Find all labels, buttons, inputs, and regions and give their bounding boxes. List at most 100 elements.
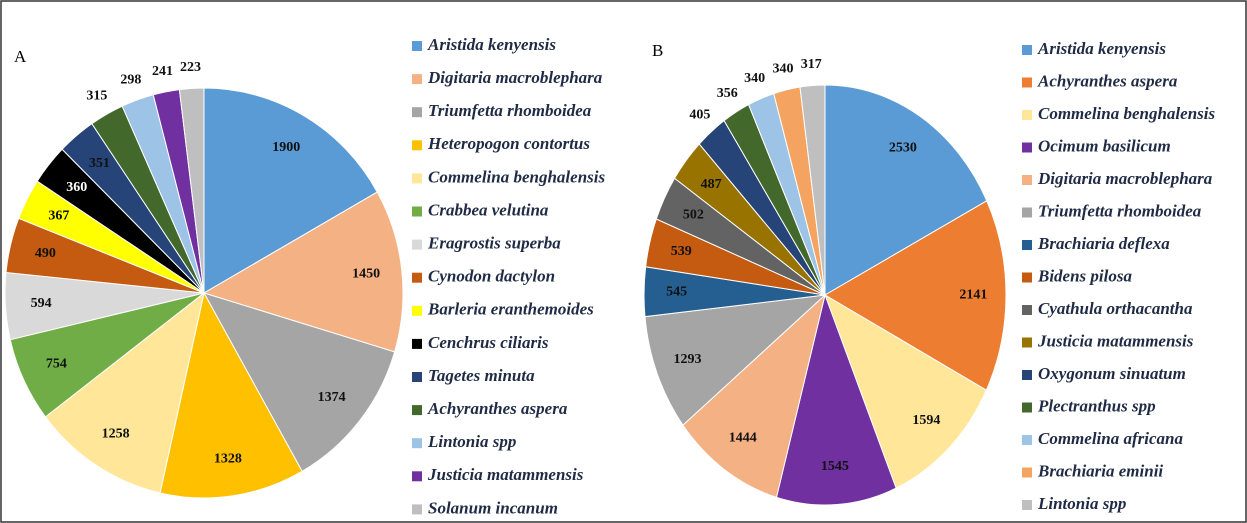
legend-swatch	[1022, 110, 1032, 120]
legend-swatch	[1022, 467, 1032, 478]
legend-swatch	[412, 74, 422, 85]
legend-label: Justicia matammensis	[1037, 331, 1194, 350]
legend-swatch	[412, 140, 422, 151]
slice-label: 2530	[889, 141, 917, 156]
slice-label: 594	[31, 296, 52, 311]
legend-swatch	[1022, 370, 1032, 380]
pie-slice	[159, 291, 303, 499]
pie-slice	[202, 292, 396, 473]
slice-label: 1293	[673, 352, 701, 367]
pie-slice	[644, 294, 827, 426]
legend-swatch	[1022, 500, 1032, 510]
pie-slice	[202, 191, 404, 353]
legend-label: Ocimum basilicum	[1038, 136, 1171, 155]
pie-slice	[824, 200, 1007, 391]
legend-label: Aristida kenyensis	[427, 35, 556, 54]
slice-label: 356	[717, 86, 738, 101]
pie-slice	[44, 291, 205, 494]
legend-swatch	[1022, 45, 1032, 55]
slice-label: 487	[701, 177, 722, 192]
slice-label: 502	[683, 208, 704, 223]
legend-label: Triumfetta rhomboidea	[1038, 201, 1202, 220]
slice-label: 539	[671, 244, 692, 259]
legend-swatch	[412, 438, 422, 449]
panel-label: B	[652, 41, 663, 60]
slice-label: 754	[46, 357, 67, 372]
pie-slice	[775, 293, 897, 506]
legend-label: Cynodon dactylon	[428, 267, 555, 286]
legend-swatch	[1022, 337, 1032, 348]
legend-label: Commelina benghalensis	[1038, 104, 1215, 123]
legend-swatch	[412, 206, 422, 217]
legend-label: Cyathula orthacantha	[1038, 299, 1193, 318]
legend-label: Solanum incanum	[428, 498, 558, 517]
legend-swatch	[412, 305, 422, 316]
legend-label: Achyranthes aspera	[1037, 71, 1178, 90]
slice-label: 223	[180, 60, 201, 75]
legend-swatch	[412, 504, 422, 515]
pie-slice	[799, 84, 826, 296]
legend-label: Oxygonum sinuatum	[1038, 364, 1186, 383]
legend-label: Achyranthes aspera	[427, 399, 568, 418]
slice-label: 1444	[729, 431, 757, 446]
legend-label: Cenchrus ciliaris	[428, 333, 549, 352]
legend-swatch	[1022, 207, 1032, 218]
legend-swatch	[412, 41, 422, 51]
slice-label: 1450	[352, 266, 380, 281]
legend-label: Triumfetta rhomboidea	[428, 101, 592, 120]
legend-label: Brachiaria eminii	[1037, 461, 1163, 480]
legend-label: Lintonia spp	[1037, 494, 1126, 513]
slice-label: 1900	[272, 140, 300, 155]
legend-label: Tagetes minuta	[428, 366, 535, 385]
legend-swatch	[412, 471, 422, 482]
legend-label: Digitaria macroblephara	[427, 68, 603, 87]
legend-label: Digitaria macroblephara	[1037, 169, 1213, 188]
legend-label: Heteropogon contortus	[427, 134, 590, 153]
legend-swatch	[412, 338, 422, 349]
slice-label: 1258	[102, 427, 130, 442]
legend-label: Barleria eranthemoides	[427, 300, 594, 319]
slice-label: 367	[48, 208, 69, 223]
legend-label: Lintonia spp	[427, 432, 516, 451]
slice-label: 1328	[214, 452, 242, 467]
slice-label: 1374	[318, 390, 346, 405]
legend-swatch	[412, 173, 422, 184]
slice-label: 241	[152, 64, 173, 79]
slice-label: 1594	[912, 413, 940, 428]
pie-slice	[178, 87, 205, 294]
legend-swatch	[1022, 272, 1032, 283]
legend-label: Crabbea velutina	[428, 200, 549, 219]
pie-slice	[824, 293, 987, 489]
legend-label: Brachiaria deflexa	[1037, 234, 1170, 253]
legend-swatch	[1022, 175, 1032, 185]
legend-swatch	[412, 405, 422, 416]
legend-swatch	[1022, 402, 1032, 413]
slice-label: 317	[801, 57, 822, 72]
legend-swatch	[1022, 240, 1032, 250]
slice-label: 545	[666, 285, 687, 300]
legend-label: Bidens pilosa	[1037, 266, 1132, 285]
slice-label: 1545	[821, 459, 849, 474]
pie-slice	[682, 293, 826, 498]
legend-label: Aristida kenyensis	[1037, 39, 1166, 58]
legend-label: Plectranthus spp	[1037, 396, 1156, 415]
legend-swatch	[1022, 305, 1032, 315]
legend-swatch	[1022, 142, 1032, 153]
slice-label: 360	[66, 180, 87, 195]
panel-label: A	[14, 47, 27, 66]
slice-label: 405	[689, 108, 710, 123]
legend-swatch	[1022, 435, 1032, 445]
slice-label: 340	[772, 61, 793, 76]
legend-swatch	[1022, 77, 1032, 88]
legend-swatch	[412, 107, 422, 118]
slice-label: 2141	[959, 288, 987, 303]
slice-label: 298	[120, 73, 141, 88]
legend-label: Justicia matammensis	[427, 465, 584, 484]
slice-label: 315	[86, 89, 107, 104]
legend-swatch	[412, 272, 422, 283]
legend-label: Commelina benghalensis	[428, 167, 605, 186]
pie-slice	[824, 84, 988, 296]
slice-label: 340	[744, 71, 765, 86]
